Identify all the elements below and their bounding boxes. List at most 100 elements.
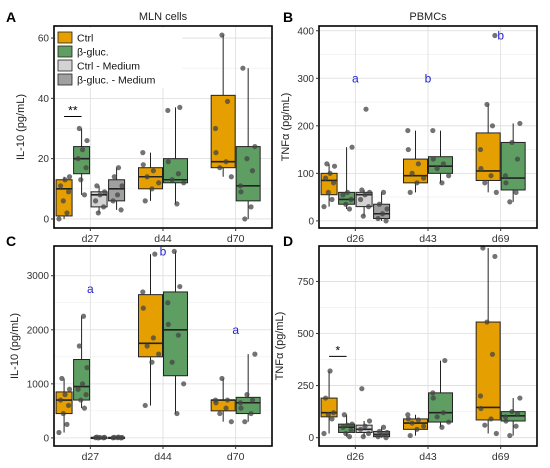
- data-point: [78, 177, 84, 183]
- data-point: [65, 402, 72, 409]
- panel-d: D * 0 250 500 750 d26 d43 d69 TNFα (pg/mL): [274, 233, 538, 463]
- data-point: [482, 422, 488, 428]
- data-point: [488, 416, 494, 422]
- x-tick-label: d27: [82, 451, 100, 463]
- group-letter: b: [497, 29, 504, 43]
- box-d27-b-gluc-medium: [108, 434, 126, 441]
- data-point: [165, 107, 171, 114]
- data-point: [83, 165, 89, 171]
- data-point: [94, 434, 100, 440]
- data-point: [64, 210, 70, 216]
- data-point: [150, 168, 156, 174]
- legend-key-b-gluc: [57, 45, 73, 58]
- data-point: [56, 429, 62, 436]
- box-iqr: [235, 396, 261, 415]
- data-point: [76, 343, 82, 349]
- data-point: [415, 417, 421, 423]
- data-point: [150, 335, 156, 341]
- data-point: [238, 189, 244, 195]
- box-iqr: [210, 94, 236, 169]
- data-point: [75, 386, 81, 392]
- data-point: [144, 343, 150, 349]
- data-point: [252, 143, 258, 150]
- box-d26-ctrl-medium: [355, 106, 373, 219]
- data-point: [503, 418, 509, 424]
- box-iqr: [108, 179, 126, 202]
- data-point: [440, 161, 446, 167]
- data-point: [324, 161, 330, 167]
- data-point: [348, 196, 354, 203]
- data-point: [169, 177, 175, 183]
- group-letter: a: [232, 323, 239, 337]
- box-d70-ctrl: [210, 375, 236, 425]
- box-iqr: [475, 321, 501, 421]
- box-d70-ctrl: [210, 32, 236, 180]
- box-d26-ctrl-medium: [355, 386, 373, 440]
- data-point: [97, 192, 103, 198]
- data-point: [414, 426, 420, 432]
- data-point: [360, 213, 366, 219]
- box-d26-b-gluc-medium: [373, 189, 391, 224]
- data-point: [118, 207, 124, 213]
- data-point: [329, 416, 335, 422]
- legend: Ctrl β-gluc. Ctrl - Medium β-gluc. - Medium: [56, 28, 182, 88]
- box-d27-b-gluc-medium: [108, 165, 126, 213]
- y-tick-label: 100: [297, 169, 314, 180]
- data-point: [513, 423, 519, 429]
- data-point: [407, 432, 413, 439]
- data-point: [175, 171, 181, 177]
- box-d70-b-gluc: [235, 351, 261, 425]
- data-point: [488, 173, 494, 179]
- legend-background: [56, 28, 182, 88]
- data-point: [228, 174, 234, 180]
- data-point: [484, 319, 490, 325]
- data-point: [60, 198, 66, 204]
- data-point: [57, 183, 64, 189]
- data-point: [509, 139, 515, 146]
- box-d26-b-gluc-medium: [373, 424, 391, 441]
- data-point: [119, 183, 125, 189]
- data-point: [502, 173, 509, 179]
- data-point: [64, 421, 70, 427]
- y-tick-label: 0: [308, 216, 314, 227]
- data-point: [181, 381, 187, 387]
- data-point: [84, 365, 90, 371]
- data-point: [407, 189, 413, 195]
- data-point: [142, 198, 148, 204]
- data-point: [78, 397, 84, 403]
- data-point: [405, 412, 411, 418]
- data-point: [62, 392, 68, 398]
- data-point: [446, 173, 452, 179]
- data-point: [434, 165, 440, 172]
- data-point: [249, 168, 256, 174]
- data-point: [174, 201, 180, 207]
- data-point: [383, 435, 389, 441]
- data-point: [376, 428, 382, 435]
- data-point: [140, 150, 146, 156]
- data-point: [327, 368, 333, 374]
- data-point: [514, 411, 521, 417]
- y-tick-label: 0: [308, 433, 314, 444]
- data-point: [380, 424, 387, 430]
- data-point: [100, 204, 107, 210]
- box-iqr: [475, 132, 501, 181]
- data-point: [430, 156, 436, 162]
- data-point: [165, 321, 171, 327]
- legend-label-ctrl: Ctrl: [77, 33, 93, 45]
- data-point: [359, 386, 365, 392]
- data-point: [478, 165, 484, 172]
- box-d27-b-gluc: [73, 125, 91, 198]
- data-point: [228, 419, 234, 425]
- x-tick-label: d44: [154, 451, 172, 463]
- panel-title: PBMCs: [409, 11, 447, 23]
- group-letter: b: [425, 71, 432, 85]
- data-point: [405, 146, 411, 153]
- data-point: [430, 395, 436, 401]
- data-point: [171, 248, 177, 255]
- data-point: [169, 359, 175, 365]
- legend-label-b-gluc-medium: β-gluc. - Medium: [77, 75, 156, 87]
- y-tick-label: 60: [38, 34, 50, 45]
- data-point: [360, 434, 366, 440]
- box-d43-b-gluc: [428, 357, 453, 430]
